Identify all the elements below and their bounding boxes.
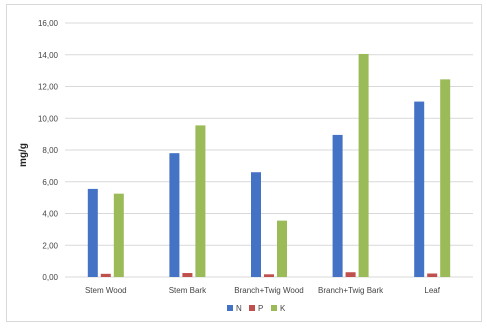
y-tick-label: 8,00 — [42, 146, 58, 155]
y-axis-ticks: 0,00 2,00 4,00 6,00 8,00 10,00 12,00 14,00 16,00 — [38, 19, 59, 282]
legend-label-n: N — [236, 304, 242, 313]
bars — [87, 53, 451, 277]
y-tick-label: 6,00 — [42, 178, 58, 187]
bar-n-0 — [87, 188, 98, 277]
gridlines — [65, 22, 473, 278]
bar-n-2 — [251, 172, 261, 277]
bar-k-4 — [440, 79, 451, 277]
chart-area: 0,00 2,00 4,00 6,00 8,00 10,00 12,00 14,00 16,00… — [6, 4, 482, 322]
bar-n-1 — [169, 153, 180, 277]
y-tick-label: 12,00 — [38, 83, 59, 92]
bar-n-4 — [414, 101, 425, 277]
y-tick-label: 16,00 — [38, 19, 59, 28]
y-tick-label: 4,00 — [42, 210, 58, 219]
x-tick-label: Leaf — [424, 286, 440, 295]
y-tick-label: 2,00 — [42, 241, 58, 250]
y-tick-label: 0,00 — [42, 273, 58, 282]
legend-swatch-k — [271, 305, 277, 311]
bar-p-4 — [427, 273, 438, 277]
bar-p-1 — [182, 273, 193, 277]
bar-p-2 — [264, 274, 274, 277]
legend-label-k: K — [280, 304, 286, 313]
y-axis-label: mg/g — [18, 143, 29, 167]
bar-p-0 — [100, 273, 111, 277]
legend-swatch-p — [249, 305, 255, 311]
bar-k-3 — [358, 53, 369, 277]
legend-label-p: P — [258, 304, 263, 313]
x-tick-label: Stem Bark — [169, 286, 207, 295]
x-tick-label: Branch+Twig Bark — [318, 286, 384, 295]
legend-swatch-n — [227, 305, 233, 311]
y-tick-label: 14,00 — [38, 51, 59, 60]
bar-p-3 — [345, 272, 356, 277]
bar-n-3 — [332, 134, 343, 277]
bar-k-1 — [195, 125, 206, 277]
x-tick-label: Branch+Twig Wood — [234, 286, 303, 295]
bar-chart: 0,00 2,00 4,00 6,00 8,00 10,00 12,00 14,00 16,00… — [18, 19, 473, 313]
y-tick-label: 10,00 — [38, 114, 59, 123]
x-tick-label: Stem Wood — [85, 286, 127, 295]
x-axis-ticks: Stem Wood Stem Bark Branch+Twig Wood Branch… — [85, 286, 441, 295]
bar-k-2 — [277, 220, 287, 277]
bar-k-0 — [113, 193, 124, 277]
